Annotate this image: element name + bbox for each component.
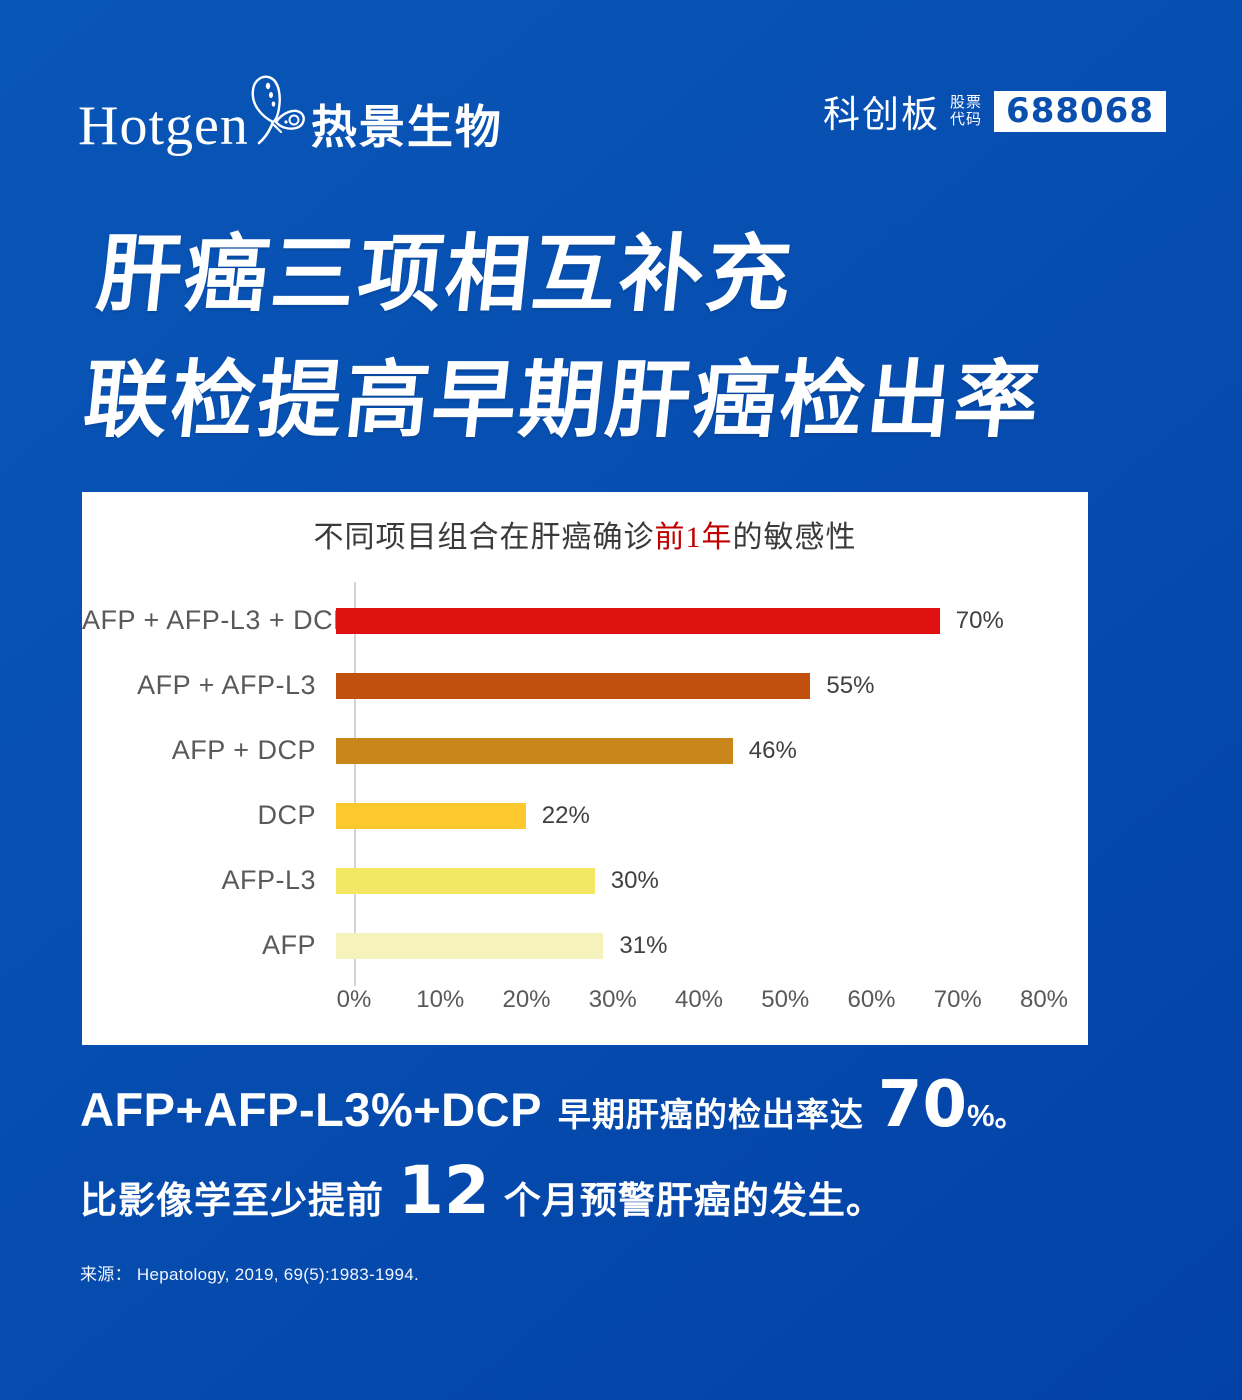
bar-value-label: 30% <box>610 866 659 894</box>
chart-title-highlight: 前1年 <box>654 521 733 554</box>
summary-detection-rate: 70 <box>877 1068 967 1142</box>
bar-row: AFP + DCP 46% <box>82 718 1088 783</box>
stock-code-badge: 688068 <box>994 90 1166 132</box>
butterfly-icon <box>251 75 305 145</box>
chart-title-prefix: 不同项目组合在肝癌确诊 <box>313 521 655 554</box>
header: Hotgen 热景生物 科创板 股票 代码 688068 <box>78 62 1166 154</box>
summary-line2-pre: 比影像学至少提前 <box>80 1180 384 1221</box>
bar-value-label: 70% <box>955 606 1004 634</box>
summary-line1: AFP+AFP-L3%+DCP 早期肝癌的检出率达 70 %。 <box>80 1068 1026 1142</box>
x-tick-label: 10% <box>416 986 465 1013</box>
board-name: 科创板 <box>823 94 941 135</box>
main-headline: 肝癌三项相互补充 联检提高早期肝癌检出率 <box>79 227 1059 447</box>
chart-panel: 不同项目组合在肝癌确诊前1年的敏感性 AFP + AFP-L3 + DCP 70%… <box>82 492 1088 1045</box>
bar-category-label: AFP + AFP-L3 <box>137 670 316 700</box>
x-tick-label: 40% <box>674 986 724 1013</box>
brand-logo: Hotgen 热景生物 <box>78 70 503 154</box>
stock-code-label: 股票 代码 <box>950 93 983 128</box>
bar-segment <box>336 672 811 699</box>
logo-wordmark: Hotgen <box>78 95 249 157</box>
headline-line2: 联检提高早期肝癌检出率 <box>79 353 1047 447</box>
logo-chinese-name: 热景生物 <box>310 101 503 153</box>
summary-line2-post: 个月预警肝癌的发生。 <box>503 1180 884 1221</box>
bar-category-label: AFP-L3 <box>221 865 316 895</box>
bar-category-label: AFP + AFP-L3 + DCP <box>82 605 352 635</box>
chart-title: 不同项目组合在肝癌确诊前1年的敏感性 <box>82 512 1088 556</box>
x-tick-label: 80% <box>1019 986 1069 1013</box>
bar-segment <box>336 932 604 959</box>
bar-segment <box>336 607 940 634</box>
summary-line1-tail: %。 <box>966 1098 1026 1133</box>
bar-value-label: 55% <box>826 671 875 699</box>
bar-track: 46% <box>336 718 1026 783</box>
summary-line2: 比影像学至少提前 12 个月预警肝癌的发生。 <box>80 1152 1026 1229</box>
bar-row: AFP + AFP-L3 + DCP 70% <box>82 588 1088 653</box>
bar-track: 31% <box>336 913 1026 978</box>
stock-info: 科创板 股票 代码 688068 <box>823 84 1166 138</box>
x-tick-label: 70% <box>933 986 982 1013</box>
source-citation: 来源： Hepatology, 2019, 69(5):1983-1994. <box>80 1265 420 1284</box>
x-tick-label: 0% <box>336 986 372 1013</box>
bar-row: DCP 22% <box>82 783 1088 848</box>
bar-segment <box>336 802 526 829</box>
bar-category-label: AFP <box>261 930 316 960</box>
headline-line1: 肝癌三项相互补充 <box>92 227 799 321</box>
bar-category-label: DCP <box>257 800 316 830</box>
bar-category-label: AFP + DCP <box>171 735 316 765</box>
bar-track: 55% <box>336 653 1026 718</box>
bar-row: AFP-L3 30% <box>82 848 1088 913</box>
bar-chart: AFP + AFP-L3 + DCP 70% AFP + AFP-L3 55% AFP … <box>82 582 1088 986</box>
x-axis-ticks: 0% 10% 20% 30% 40% 50% 60% 70% 80% <box>337 986 1068 1020</box>
x-tick-label: 20% <box>502 986 551 1013</box>
bar-row: AFP 31% <box>82 913 1088 978</box>
bar-value-label: 46% <box>748 736 797 764</box>
bar-segment <box>336 867 595 894</box>
bar-row: AFP + AFP-L3 55% <box>82 653 1088 718</box>
x-tick-label: 50% <box>761 986 810 1013</box>
summary-months-ahead: 12 <box>398 1152 490 1229</box>
bar-value-label: 22% <box>541 801 590 829</box>
bar-value-label: 31% <box>619 931 668 959</box>
bar-segment <box>336 737 733 764</box>
x-tick-label: 30% <box>588 986 637 1013</box>
summary-block: AFP+AFP-L3%+DCP 早期肝癌的检出率达 70 %。 比影像学至少提前… <box>80 1068 1026 1229</box>
summary-combo-name: AFP+AFP-L3%+DCP <box>80 1083 542 1136</box>
y-axis-line <box>354 582 356 986</box>
chart-title-suffix: 的敏感性 <box>732 521 857 554</box>
x-tick-label: 60% <box>847 986 896 1013</box>
bar-track: 22% <box>336 783 1026 848</box>
summary-line1-text: 早期肝癌的检出率达 <box>557 1096 864 1133</box>
bar-track: 70% <box>336 588 1026 653</box>
bar-track: 30% <box>336 848 1026 913</box>
